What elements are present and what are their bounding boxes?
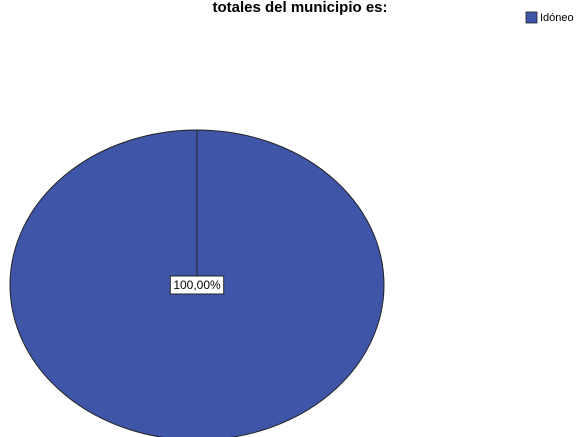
chart-title: totales del municipio es: [212, 0, 387, 16]
legend-label: Idóneo [540, 12, 574, 24]
value-label: 100,00% [173, 278, 221, 292]
legend-swatch [525, 11, 538, 24]
value-label-box [169, 275, 225, 295]
